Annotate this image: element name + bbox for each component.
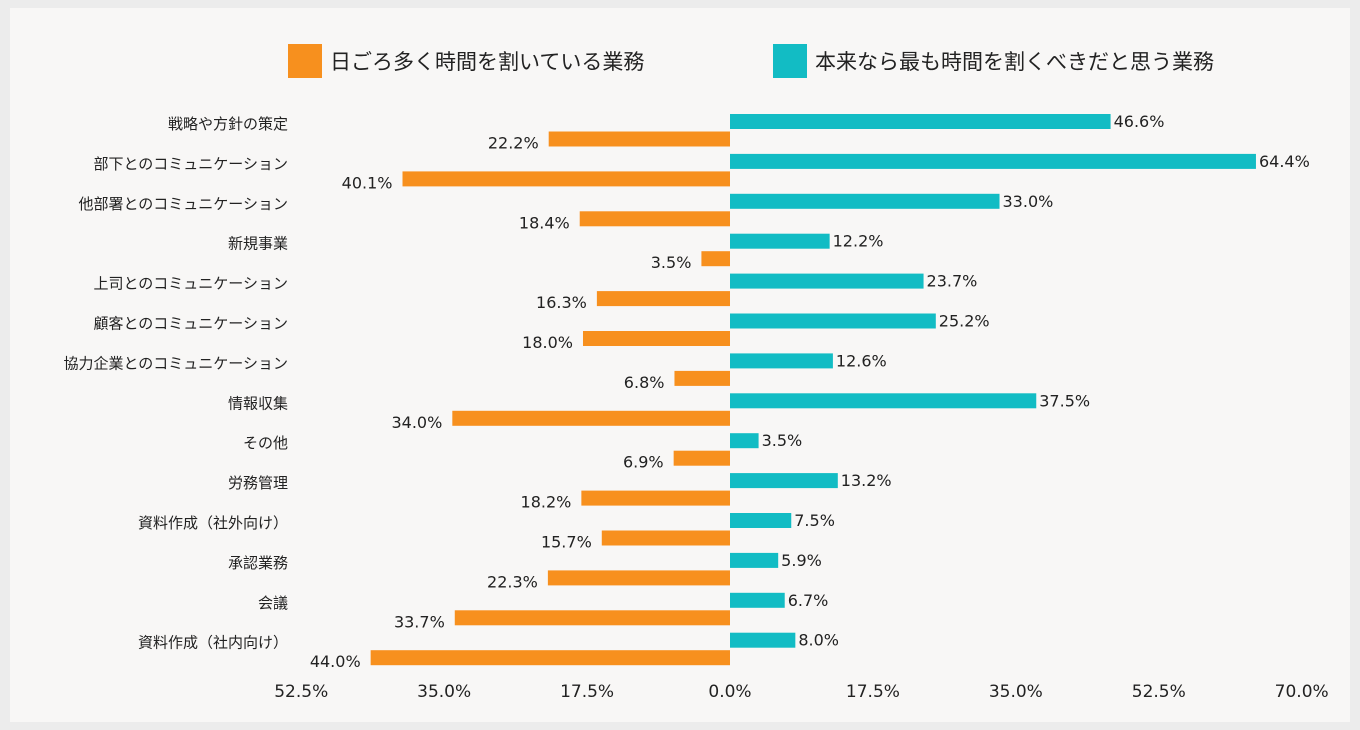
bar-current [601,530,730,546]
bar-ideal [730,393,1037,409]
bar-ideal [730,552,779,568]
data-label-current: 34.0% [391,413,442,432]
legend-label-current: 日ごろ多く時間を割いている業務 [330,50,645,74]
category-label: 情報収集 [228,394,288,412]
category-label: 協力企業とのコミュニケーション [63,354,288,372]
data-label-current: 6.9% [623,453,664,472]
data-label-ideal: 12.6% [836,351,887,370]
data-label-ideal: 12.2% [833,232,884,251]
chart-card: 日ごろ多く時間を割いている業務 本来なら最も時間を割くべきだと思う業務 戦略や方… [10,8,1350,722]
data-label-ideal: 25.2% [939,312,990,331]
x-tick-label: 0.0% [708,682,751,702]
bar-current [596,291,730,307]
legend-swatch-current [288,44,322,78]
data-label-ideal: 7.5% [794,511,835,530]
data-label-current: 16.3% [536,293,587,312]
data-label-ideal: 46.6% [1114,112,1165,131]
category-label: 他部署とのコミュニケーション [78,195,288,213]
data-label-ideal: 5.9% [781,551,822,570]
category-label: 部下とのコミュニケーション [93,155,288,173]
bar-current [402,171,730,187]
bar-current [548,131,730,147]
data-label-current: 3.5% [651,253,692,272]
category-label: 資料作成（社内向け） [138,634,288,652]
bar-chart: 戦略や方針の策定 46.6% 22.2% 部下とのコミュニケーション 64.4% 40.1… [63,112,1329,702]
bar-ideal [730,114,1111,129]
data-label-ideal: 13.2% [841,471,892,490]
bar-ideal [730,592,785,608]
bar-current [674,370,730,386]
category-label: 上司とのコミュニケーション [93,275,288,293]
category-label: 顧客とのコミュニケーション [93,315,288,333]
x-tick-label: 35.0% [417,682,471,702]
x-tick-label: 17.5% [846,682,900,702]
category-label: 戦略や方針の策定 [168,115,288,133]
data-label-current: 18.2% [521,493,572,512]
legend-swatch-ideal [773,44,807,78]
bar-current [673,450,730,466]
data-label-ideal: 64.4% [1259,152,1310,171]
data-label-ideal: 23.7% [927,272,978,291]
bar-ideal [730,233,830,249]
data-label-ideal: 6.7% [788,591,829,610]
bar-current [579,211,730,227]
x-tick-label: 52.5% [274,682,328,702]
bar-current [454,610,730,626]
data-label-ideal: 33.0% [1003,192,1054,211]
bar-current [701,251,730,267]
bar-current [582,331,730,346]
x-tick-label: 70.0% [1275,682,1329,702]
category-label: その他 [243,434,288,452]
bar-ideal [730,313,936,329]
legend-label-ideal: 本来なら最も時間を割くべきだと思う業務 [815,50,1214,74]
data-label-ideal: 37.5% [1039,391,1090,410]
category-label: 資料作成（社外向け） [138,514,288,532]
bar-current [547,570,730,586]
bar-current [452,410,730,426]
data-label-current: 22.3% [487,572,538,591]
bar-ideal [730,353,833,369]
category-label: 会議 [258,594,288,612]
legend-item-current: 日ごろ多く時間を割いている業務 [288,44,644,78]
bar-ideal [730,153,1256,169]
data-label-current: 44.0% [310,652,361,671]
bar-ideal [730,433,759,449]
bar-current [581,490,730,506]
data-label-current: 15.7% [541,533,592,552]
category-label: 新規事業 [228,235,288,253]
x-tick-label: 17.5% [560,682,614,702]
bar-ideal [730,513,792,528]
legend-item-ideal: 本来なら最も時間を割くべきだと思う業務 [773,44,1214,78]
data-label-current: 18.0% [522,333,573,352]
category-label: 承認業務 [228,554,288,572]
data-label-current: 6.8% [624,373,665,392]
data-label-ideal: 3.5% [762,431,803,450]
x-tick-label: 35.0% [989,682,1043,702]
data-label-ideal: 8.0% [798,631,839,650]
data-label-current: 33.7% [394,612,445,631]
category-label: 労務管理 [228,474,288,492]
bar-current [370,650,730,666]
bar-ideal [730,473,838,489]
bar-ideal [730,193,1000,209]
data-label-current: 40.1% [342,173,393,192]
bar-ideal [730,632,796,648]
data-label-current: 18.4% [519,213,570,232]
data-label-current: 22.2% [488,134,539,153]
x-tick-label: 52.5% [1132,682,1186,702]
bar-ideal [730,273,924,289]
